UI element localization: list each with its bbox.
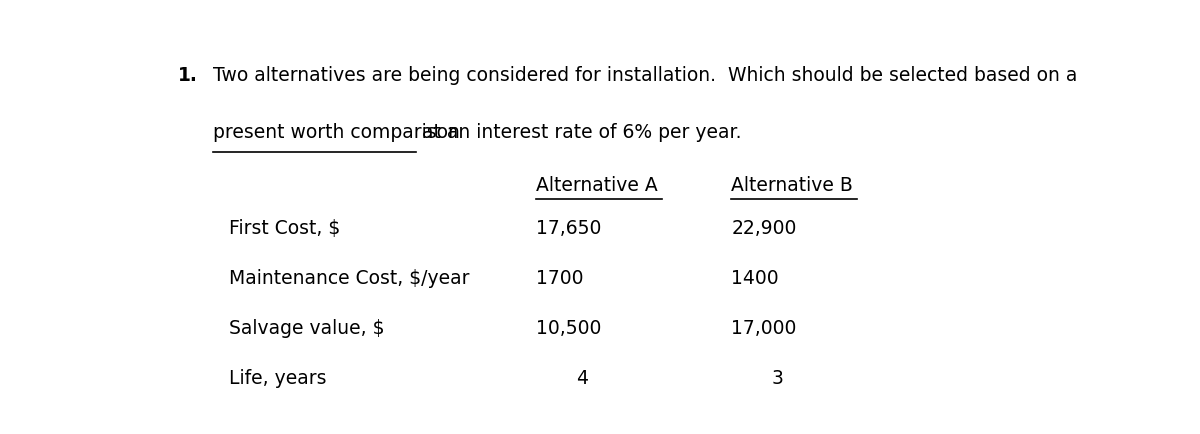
- Text: 1700: 1700: [536, 268, 583, 287]
- Text: 17,000: 17,000: [731, 318, 797, 337]
- Text: 17,650: 17,650: [536, 218, 601, 237]
- Text: 1.: 1.: [178, 66, 198, 84]
- Text: 10,500: 10,500: [536, 318, 601, 337]
- Text: Salvage value, $: Salvage value, $: [229, 318, 384, 337]
- Text: at an interest rate of 6% per year.: at an interest rate of 6% per year.: [416, 122, 742, 141]
- Text: First Cost, $: First Cost, $: [229, 218, 341, 237]
- Text: 4: 4: [576, 368, 588, 388]
- Text: present worth comparison: present worth comparison: [214, 122, 460, 141]
- Text: Two alternatives are being considered for installation.  Which should be selecte: Two alternatives are being considered fo…: [214, 66, 1078, 84]
- Text: 1400: 1400: [731, 268, 779, 287]
- Text: Alternative A: Alternative A: [536, 176, 658, 195]
- Text: 3: 3: [772, 368, 784, 388]
- Text: Life, years: Life, years: [229, 368, 326, 388]
- Text: Alternative B: Alternative B: [731, 176, 853, 195]
- Text: 22,900: 22,900: [731, 218, 797, 237]
- Text: Maintenance Cost, $/year: Maintenance Cost, $/year: [229, 268, 469, 287]
